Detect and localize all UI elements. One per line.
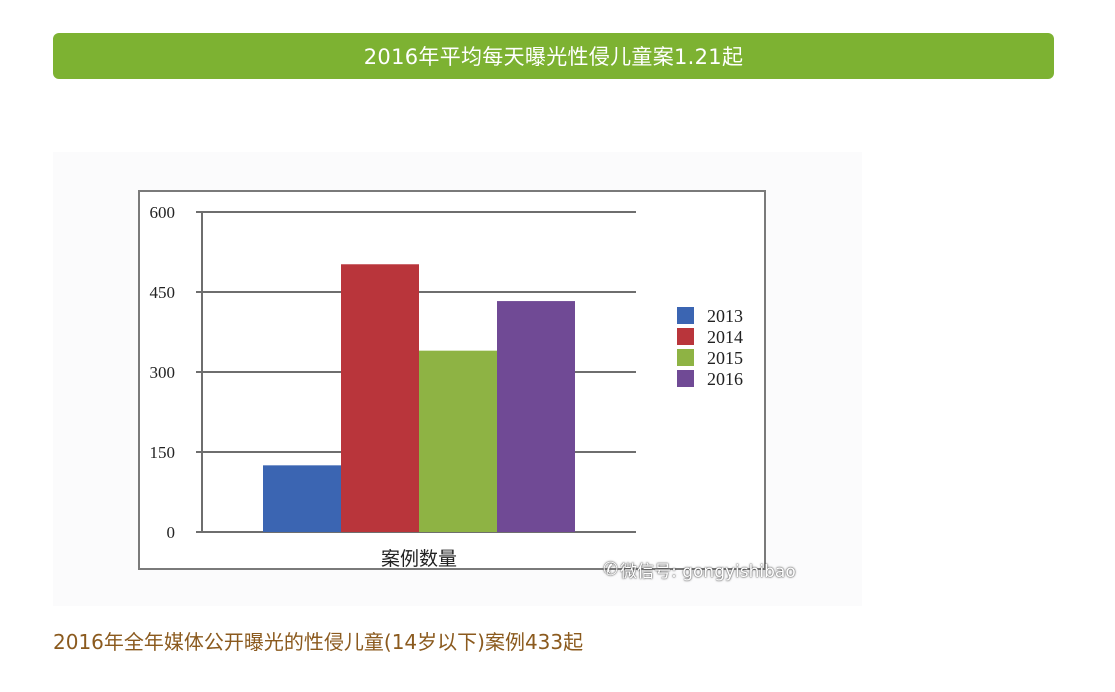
legend-label-2014: 2014: [707, 327, 743, 347]
watermark-text: 微信号: gongyishibao: [620, 562, 796, 582]
legend-label-2013: 2013: [707, 306, 743, 326]
y-tick-label: 300: [150, 363, 176, 382]
x-category-label: 案例数量: [381, 548, 457, 570]
bar-2014: [341, 264, 419, 532]
chart-caption: 2016年全年媒体公开曝光的性侵儿童(14岁以下)案例433起: [53, 630, 584, 654]
watermark: ✆ 微信号: gongyishibao: [603, 557, 796, 582]
legend-swatch-2013: [677, 307, 694, 324]
legend-swatch-2016: [677, 370, 694, 387]
y-tick-label: 0: [167, 523, 176, 542]
y-tick-label: 150: [150, 443, 176, 462]
page-title: 2016年平均每天曝光性侵儿童案1.21起: [363, 45, 744, 69]
y-tick-label: 600: [150, 203, 176, 222]
wechat-icon: ✆: [603, 559, 619, 580]
legend-swatch-2014: [677, 328, 694, 345]
title-banner: 2016年平均每天曝光性侵儿童案1.21起: [53, 33, 1054, 79]
bar-2015: [419, 350, 497, 532]
bar-2013: [263, 465, 341, 532]
bar-2016: [497, 301, 575, 532]
legend-label-2015: 2015: [707, 348, 743, 368]
y-tick-label: 450: [150, 283, 176, 302]
legend-swatch-2015: [677, 349, 694, 366]
legend-label-2016: 2016: [707, 369, 743, 389]
chart-image: 0 150 300 450 600 案例数量 2013 2014 2015 2016 ✆ 微信号:…: [53, 152, 862, 606]
